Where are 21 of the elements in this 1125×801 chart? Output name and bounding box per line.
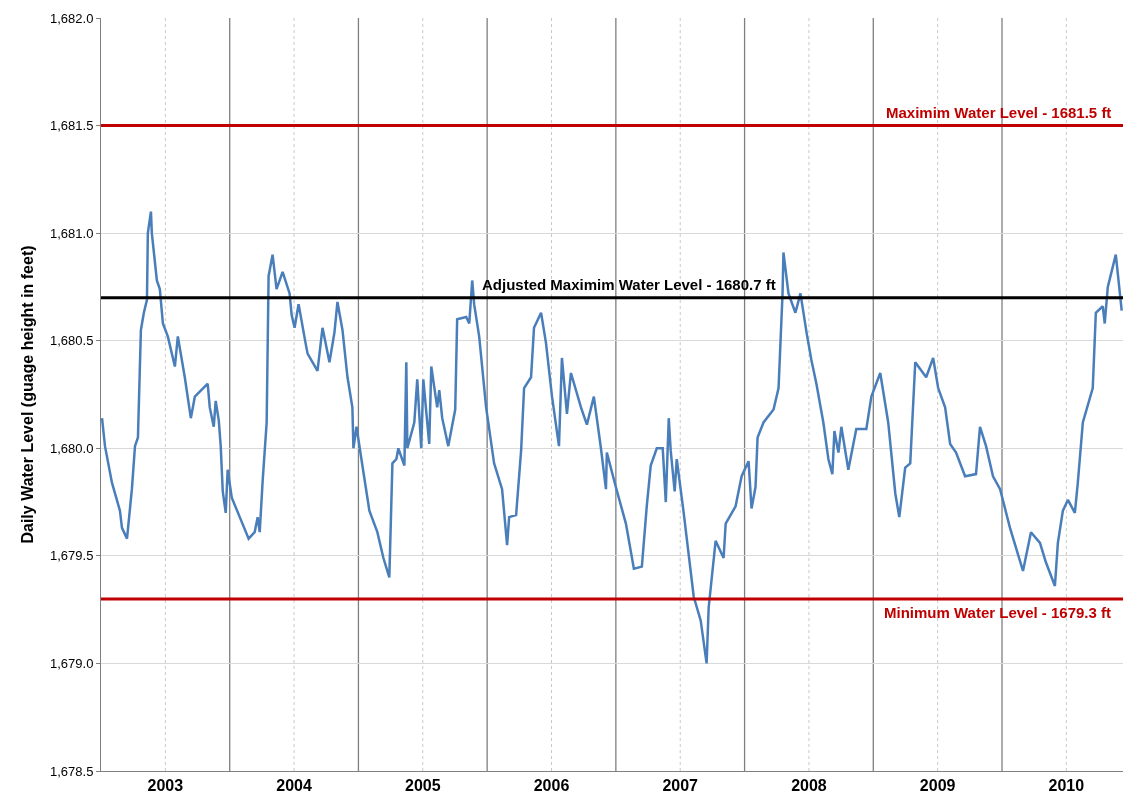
x-tick-label: 2006: [533, 777, 570, 795]
ref-line-label: Maximim Water Level - 1681.5 ft: [886, 104, 1112, 121]
y-tick-label: 1,680.5: [50, 333, 94, 349]
x-tick-label: 2003: [147, 777, 184, 795]
x-tick-label: 2004: [276, 777, 312, 795]
y-tick-label: 1,679.0: [50, 655, 94, 671]
x-tick-label: 2007: [662, 777, 699, 795]
x-tick-label: 2009: [919, 777, 956, 795]
line-series: [101, 210, 1123, 665]
x-tick-label: 2008: [791, 777, 827, 795]
y-tick-label: 1,681.5: [50, 118, 94, 134]
y-tick-label: 1,681.0: [50, 225, 94, 241]
y-tick-label: 1,680.0: [50, 440, 94, 456]
y-axis-title: Daily Water Level (guage height in feet): [18, 245, 36, 544]
x-tick-label: 2010: [1048, 777, 1085, 795]
y-tick-label: 1,679.5: [50, 548, 94, 564]
x-tick-label: 2005: [404, 777, 441, 795]
ref-line-label: Minimum Water Level - 1679.3 ft: [884, 604, 1112, 621]
ref-line-label: Adjusted Maximim Water Level - 1680.7 ft: [482, 276, 776, 293]
y-tick-label: 1,678.5: [50, 763, 94, 779]
y-tick-label: 1,682.0: [50, 10, 94, 26]
